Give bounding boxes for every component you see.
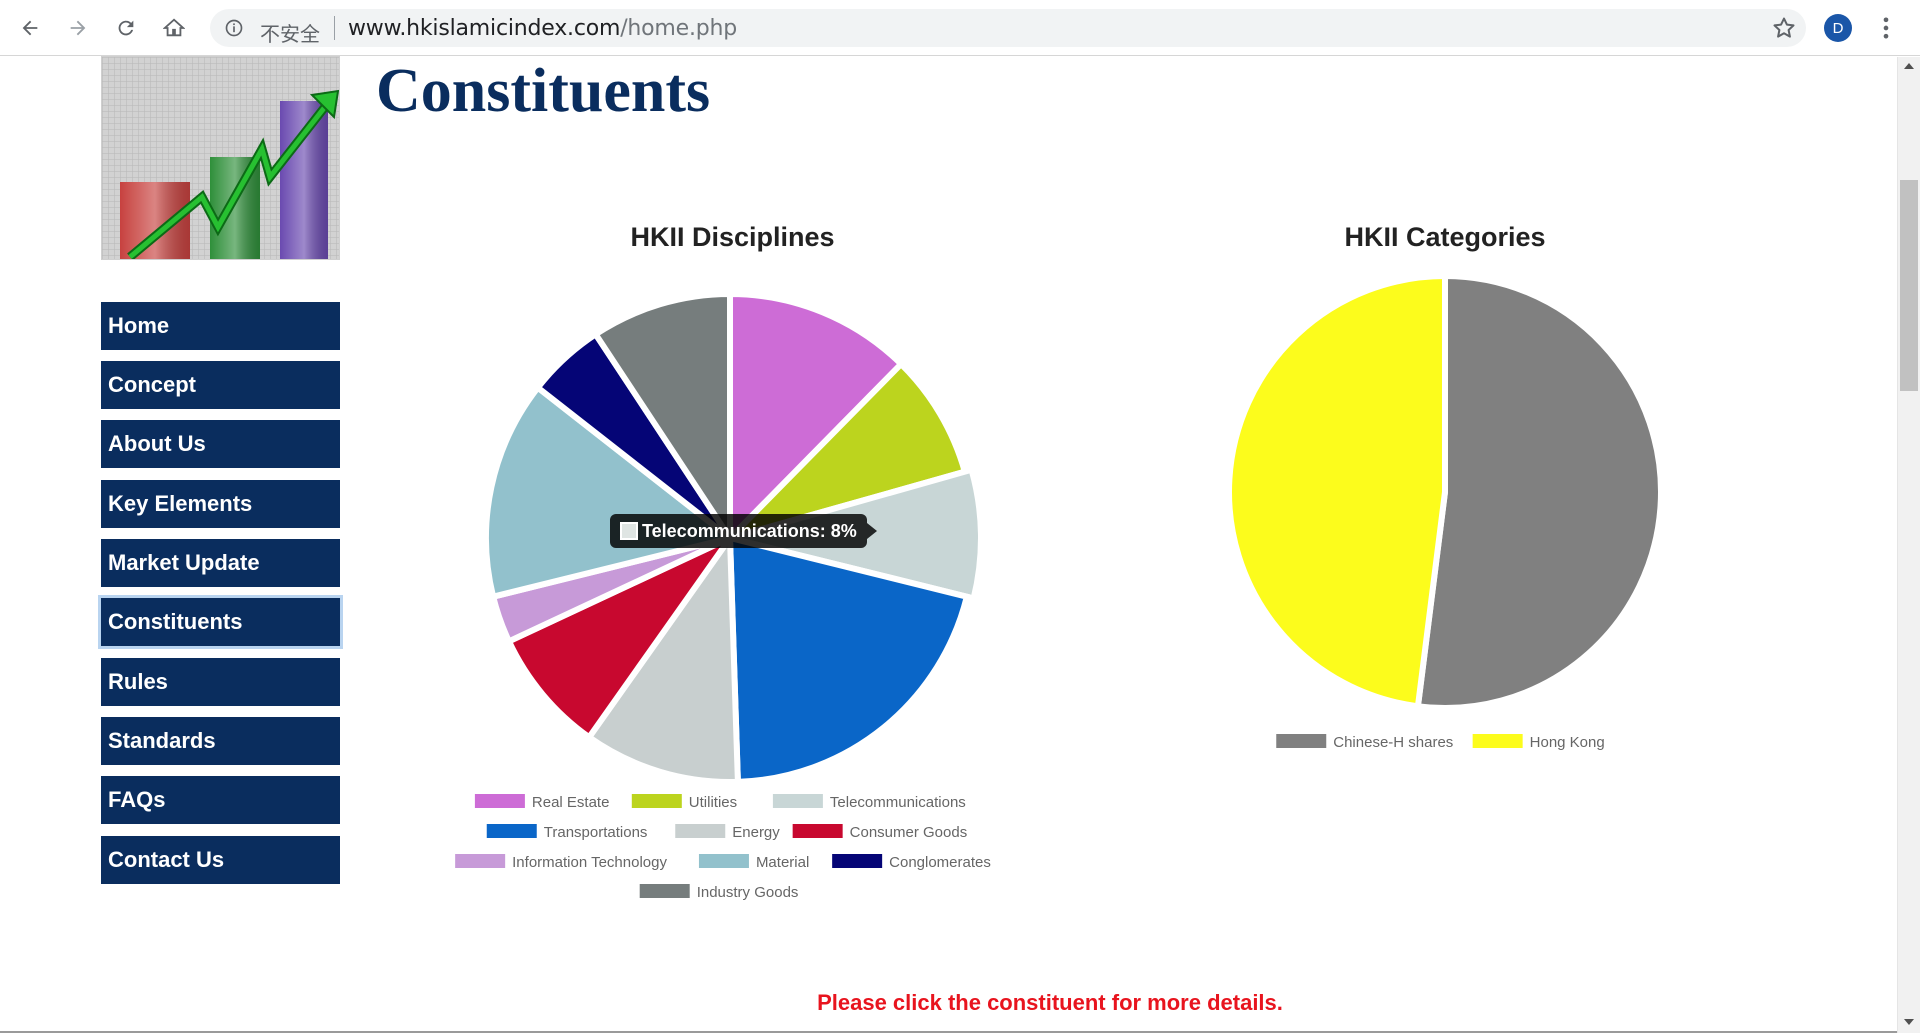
star-icon[interactable]	[1772, 16, 1796, 40]
legend-label-transportations: Transportations	[544, 824, 648, 841]
sidebar-item-contact-us[interactable]: Contact Us	[101, 836, 340, 884]
legend-swatch-consumer-goods	[792, 824, 843, 838]
legend-label-industry-goods: Industry Goods	[697, 884, 799, 901]
page-bottom-border	[0, 1031, 1897, 1033]
disciplines-pie-chart[interactable]: Real Estate Utilities Telecommunications Tr…	[440, 262, 1020, 902]
pie-slice-hong-kong[interactable]	[1226, 272, 1448, 710]
legend-label-conglomerates: Conglomerates	[889, 854, 991, 871]
legend-swatch-industry-goods	[639, 884, 690, 898]
reload-button[interactable]	[109, 11, 143, 45]
legend-swatch-information-technology	[455, 854, 506, 868]
security-label: 不安全	[260, 22, 320, 46]
info-icon[interactable]	[224, 18, 244, 38]
legend-label-energy: Energy	[732, 824, 780, 841]
legend-label-utilities: Utilities	[689, 794, 737, 811]
address-bar[interactable]: 不安全 www.hkislamicindex.com/home.php	[210, 9, 1806, 47]
legend-item-real-estate[interactable]: Real Estate	[474, 794, 610, 811]
sidebar-item-constituents[interactable]: Constituents	[98, 595, 343, 649]
legend-label-information-technology: Information Technology	[512, 854, 667, 871]
legend-item-chinese-h-shares[interactable]: Chinese-H shares	[1276, 734, 1453, 751]
legend-item-material[interactable]: Material	[698, 854, 809, 871]
sidebar-item-standards[interactable]: Standards	[101, 717, 340, 765]
legend-swatch-hong-kong	[1472, 734, 1523, 748]
scroll-thumb[interactable]	[1900, 180, 1918, 391]
pie-slice-industry-goods[interactable]	[591, 290, 733, 548]
page-scrollbar[interactable]	[1897, 57, 1920, 1033]
legend-swatch-material	[698, 854, 749, 868]
legend-swatch-energy	[675, 824, 726, 838]
tooltip-text: Telecommunications: 8%	[642, 520, 857, 541]
url-text[interactable]: www.hkislamicindex.com/home.php	[348, 16, 737, 41]
home-button[interactable]	[157, 11, 191, 45]
legend-swatch-real-estate	[474, 794, 525, 808]
tab-strip-edge	[0, 0, 1920, 3]
categories-chart-title: HKII Categories	[1344, 222, 1546, 252]
omnibox-divider	[334, 16, 335, 40]
browser-toolbar: 不安全 www.hkislamicindex.com/home.php D	[0, 0, 1920, 56]
legend-item-industry-goods[interactable]: Industry Goods	[639, 884, 799, 901]
more-vert-icon[interactable]	[1872, 14, 1900, 42]
sidebar-item-home[interactable]: Home	[101, 302, 340, 350]
legend-item-energy[interactable]: Energy	[675, 824, 780, 841]
pie-slice-transportations[interactable]	[726, 534, 971, 785]
legend-swatch-conglomerates	[832, 854, 883, 868]
scroll-down-icon[interactable]	[1904, 1019, 1914, 1025]
profile-avatar[interactable]: D	[1824, 14, 1852, 42]
chart-tooltip: Telecommunications: 8%	[610, 514, 877, 548]
legend-item-utilities[interactable]: Utilities	[631, 794, 737, 811]
forward-button[interactable]	[61, 11, 95, 45]
legend-item-transportations[interactable]: Transportations	[486, 824, 648, 841]
legend-item-consumer-goods[interactable]: Consumer Goods	[792, 824, 968, 841]
sidebar-item-faqs[interactable]: FAQs	[101, 776, 340, 824]
legend-label-chinese-h-shares: Chinese-H shares	[1333, 734, 1453, 751]
legend-swatch-utilities	[631, 794, 682, 808]
tooltip-color-swatch	[620, 522, 638, 540]
legend-item-information-technology[interactable]: Information Technology	[455, 854, 667, 871]
page-title: Constituents	[376, 57, 711, 125]
legend-item-hong-kong[interactable]: Hong Kong	[1472, 734, 1605, 751]
legend-label-telecommunications: Telecommunications	[830, 794, 966, 811]
sidebar-item-about-us[interactable]: About Us	[101, 420, 340, 468]
categories-pie-chart[interactable]: Chinese-H shares Hong Kong	[1200, 262, 1700, 762]
growth-chart-logo-icon	[102, 57, 339, 259]
pie-slice-chinese-h-shares[interactable]	[1414, 272, 1664, 711]
pie-slice-energy[interactable]	[584, 528, 741, 785]
url-host: www.hkislamicindex.com	[348, 16, 621, 41]
legend-label-hong-kong: Hong Kong	[1530, 734, 1605, 751]
sidebar-item-concept[interactable]: Concept	[101, 361, 340, 409]
sidebar-item-rules[interactable]: Rules	[101, 658, 340, 706]
sidebar-item-key-elements[interactable]: Key Elements	[101, 480, 340, 528]
scroll-up-icon[interactable]	[1904, 63, 1914, 69]
arrow-left-icon	[22, 20, 38, 36]
legend-swatch-transportations	[486, 824, 537, 838]
legend-swatch-chinese-h-shares	[1276, 734, 1327, 748]
reload-icon	[118, 20, 134, 36]
pie-slice-utilities[interactable]	[719, 359, 969, 544]
arrow-right-icon	[70, 20, 86, 36]
legend-label-material: Material	[756, 854, 809, 871]
sidebar-item-market-update[interactable]: Market Update	[101, 539, 340, 587]
tooltip-caret	[866, 523, 877, 539]
url-path: /home.php	[620, 16, 738, 41]
constituent-hint: Please click the constituent for more de…	[817, 990, 1283, 1015]
back-button[interactable]	[13, 11, 47, 45]
legend-item-telecommunications[interactable]: Telecommunications	[772, 794, 966, 811]
legend-label-real-estate: Real Estate	[532, 794, 610, 811]
legend-item-conglomerates[interactable]: Conglomerates	[832, 854, 991, 871]
pie-slice-consumer-goods[interactable]	[504, 530, 739, 742]
site-logo[interactable]	[101, 56, 340, 260]
pie-slice-real-estate[interactable]	[727, 290, 906, 546]
legend-swatch-telecommunications	[772, 794, 823, 808]
home-icon	[163, 18, 185, 37]
disciplines-chart-title: HKII Disciplines	[630, 222, 835, 252]
legend-label-consumer-goods: Consumer Goods	[850, 824, 968, 841]
